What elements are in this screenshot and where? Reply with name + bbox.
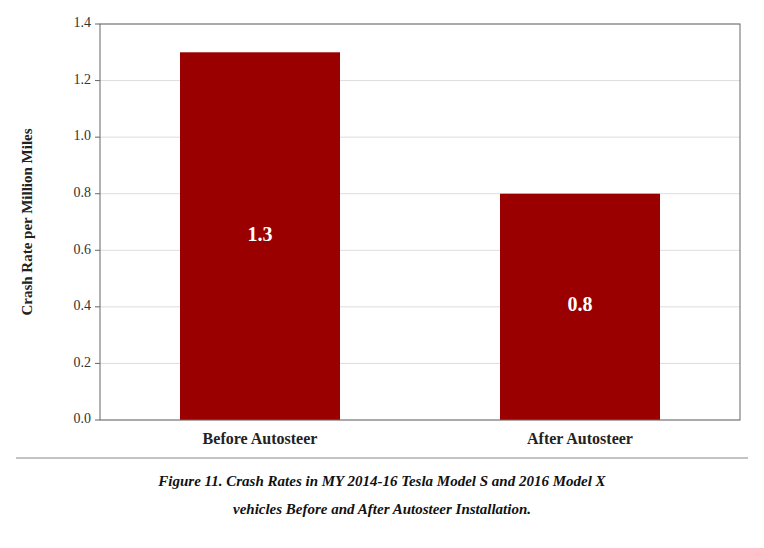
tick-mark xyxy=(95,420,100,421)
y-axis-label: Crash Rate per Million Miles xyxy=(19,128,35,315)
tick-label: 0.6 xyxy=(74,242,92,257)
category-label: Before Autosteer xyxy=(203,430,318,447)
tick-mark xyxy=(95,193,100,194)
bar xyxy=(500,194,660,420)
tick-mark xyxy=(95,80,100,81)
tick-label: 1.4 xyxy=(74,15,92,30)
tick-label: 0.2 xyxy=(74,355,92,370)
data-labels: 1.3 0.8 xyxy=(248,223,593,316)
tick-mark xyxy=(95,24,100,25)
plot-frame xyxy=(100,24,740,420)
chart-root: 0.0 0.2 0.4 0.6 0.8 1.0 1.2 1.4 1.3 0.8 Before Aut… xyxy=(0,0,764,548)
tick-label: 0.4 xyxy=(74,298,92,313)
y-axis: 0.0 0.2 0.4 0.6 0.8 1.0 1.2 1.4 xyxy=(74,15,101,426)
data-label: 0.8 xyxy=(568,293,593,315)
tick-mark xyxy=(95,250,100,251)
tick-label: 0.8 xyxy=(74,185,92,200)
tick-mark xyxy=(95,363,100,364)
tick-label: 1.0 xyxy=(74,128,92,143)
caption: Figure 11. Crash Rates in MY 2014-16 Tes… xyxy=(157,473,606,489)
data-label: 1.3 xyxy=(248,223,273,245)
bars xyxy=(180,52,660,420)
x-axis: Before Autosteer After Autosteer xyxy=(203,430,633,447)
caption-separator xyxy=(16,458,748,459)
bar xyxy=(180,52,340,420)
caption: vehicles Before and After Autosteer Inst… xyxy=(233,501,531,517)
tick-label: 1.2 xyxy=(74,72,92,87)
tick-mark xyxy=(95,137,100,138)
grid xyxy=(100,24,740,420)
tick-label: 0.0 xyxy=(74,411,92,426)
category-label: After Autosteer xyxy=(527,430,633,447)
tick-mark xyxy=(95,306,100,307)
